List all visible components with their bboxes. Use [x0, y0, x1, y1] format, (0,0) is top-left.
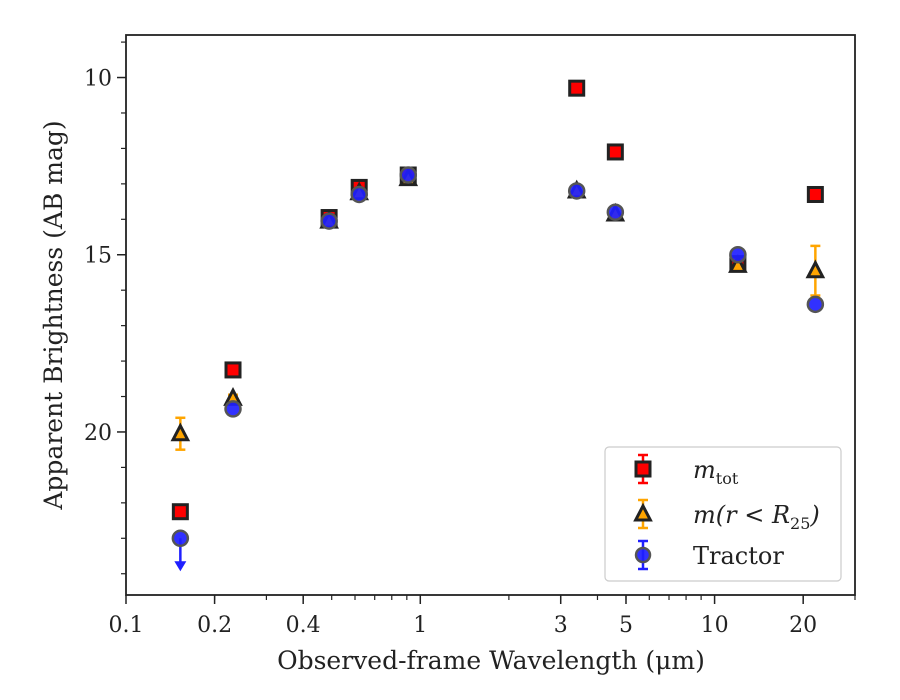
data-point	[170, 422, 191, 442]
y-tick-label: 10	[84, 67, 112, 92]
x-axis-label: Observed-frame Wavelength (μm)	[277, 646, 705, 675]
data-point	[171, 503, 189, 521]
x-tick-label: 0.2	[197, 613, 232, 638]
legend-label: m(r < R25)	[693, 501, 820, 533]
series-3	[171, 166, 825, 572]
upper-limit-arrowhead	[174, 561, 187, 572]
x-tick-label: 1	[413, 613, 427, 638]
x-tick-label: 0.1	[109, 613, 144, 638]
data-point	[806, 185, 824, 203]
data-point	[568, 79, 586, 97]
marks-layer	[170, 79, 826, 572]
legend: mtot m(r < R25) Tractor	[604, 446, 842, 582]
x-tick-label: 10	[701, 613, 729, 638]
data-point	[171, 529, 190, 548]
x-tick-label: 0.4	[286, 613, 321, 638]
data-point	[567, 182, 586, 200]
data-point	[606, 203, 625, 221]
data-point	[320, 212, 338, 230]
legend-marker	[634, 546, 652, 564]
x-tick-label: 5	[619, 613, 633, 638]
data-point	[805, 259, 826, 279]
y-tick-label: 15	[84, 244, 112, 269]
plot-frame	[125, 34, 856, 596]
legend-marker	[634, 460, 652, 478]
data-point	[728, 254, 748, 273]
axes-layer: 0.1 0.2 0.4 1 3 5 10 20 10 15 20	[84, 34, 856, 638]
legend-label: mtot	[693, 456, 739, 488]
data-point	[806, 295, 825, 314]
y-axis-label: Apparent Brightness (AB mag)	[39, 120, 68, 510]
data-point	[729, 245, 747, 264]
x-tick-label: 20	[789, 613, 817, 638]
data-point	[350, 185, 368, 204]
data-point	[224, 361, 242, 379]
legend-box	[604, 446, 842, 582]
x-tick-label: 3	[554, 613, 568, 638]
legend-label: Tractor	[693, 542, 784, 570]
data-point	[606, 143, 624, 161]
y-tick-label: 20	[84, 421, 112, 446]
series-2	[170, 167, 826, 451]
data-point	[224, 400, 242, 418]
data-point	[399, 166, 417, 184]
legend-marker	[633, 502, 653, 522]
